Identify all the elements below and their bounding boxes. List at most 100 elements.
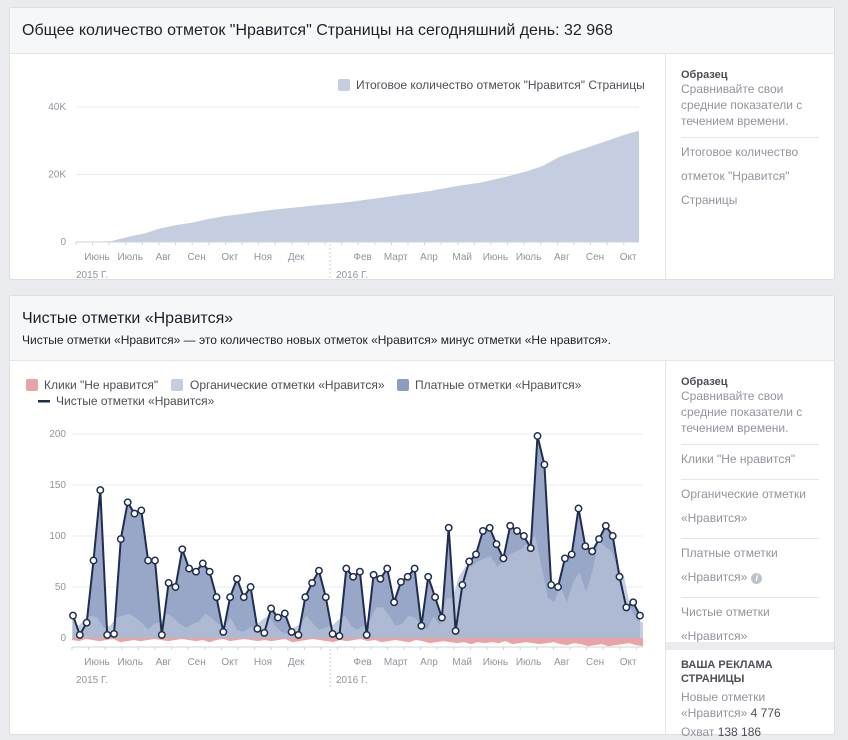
legend-label-total[interactable]: Итоговое количество отметок "Нравится" С… [356, 78, 645, 92]
net-likes-point [69, 611, 77, 620]
net-likes-point [444, 523, 453, 532]
net-likes-point [383, 564, 392, 573]
sidebar-item-total-likes[interactable]: Итоговое количество отметок "Нравится" С… [681, 137, 819, 212]
net-likes-point [636, 611, 644, 620]
sidebar-item-label: Чистые отметки [681, 605, 770, 619]
net-likes-point [335, 632, 344, 640]
sidebar-item-unlikes[interactable]: Клики "Не нравится" [681, 444, 819, 471]
x-tick-label: Май [452, 252, 472, 263]
year-label: 2016 Г. [336, 270, 368, 279]
x-tick-label: Июнь [483, 657, 508, 668]
sidebar-item-label: «Нравится» [681, 511, 748, 525]
sidebar-item-organic[interactable]: Органические отметки «Нравится» [681, 479, 819, 530]
ads-new-likes-value: 4 776 [750, 706, 781, 720]
x-tick-label: Окт [620, 657, 637, 668]
net-likes-point [403, 572, 412, 581]
net-likes-point [192, 567, 200, 576]
sidebar-item-label: Страницы [681, 193, 738, 207]
net-likes-point [89, 556, 98, 565]
total-likes-sidebar: Образец Сравнивайте свои средние показат… [665, 53, 834, 279]
x-tick-label: Март [384, 252, 408, 263]
ads-new-likes: Новые отметки «Нравится» 4 776 [681, 689, 819, 721]
x-tick-label: Апр [420, 252, 438, 263]
sidebar-item-label: Платные отметки [681, 546, 778, 560]
x-tick-label: Июль [117, 252, 143, 263]
net-likes-point [308, 578, 317, 587]
net-likes-point [629, 598, 638, 607]
legend-label-unlikes[interactable]: Клики "Не нравится" [44, 378, 158, 392]
net-likes-point [96, 486, 105, 495]
net-likes-point [615, 572, 624, 581]
x-tick-label: Июнь [84, 657, 109, 668]
net-likes-point [376, 574, 385, 583]
net-likes-point [595, 535, 603, 544]
ads-reach: Охват 138 186 [681, 724, 819, 740]
x-tick-label: Сен [187, 252, 205, 263]
net-likes-point [157, 630, 166, 639]
legend-label-net[interactable]: Чистые отметки «Нравится» [56, 394, 215, 408]
sidebar-item-label: Итоговое количество [681, 145, 799, 159]
net-likes-card: Чистые отметки «Нравится» Чистые отметки… [9, 295, 835, 739]
net-likes-point [526, 544, 535, 553]
net-likes-point [601, 521, 610, 530]
net-likes-point [547, 581, 556, 589]
net-likes-point [369, 570, 378, 579]
net-likes-point [485, 523, 494, 532]
net-likes-point [478, 526, 487, 535]
x-tick-label: Дек [288, 657, 305, 668]
x-tick-label: Май [452, 657, 472, 668]
net-likes-point [171, 583, 180, 591]
x-tick-label: Фев [353, 657, 371, 668]
net-likes-point [253, 624, 262, 633]
net-likes-point [540, 460, 549, 469]
legend-label-organic[interactable]: Органические отметки «Нравится» [190, 378, 385, 392]
net-likes-point [458, 581, 467, 589]
net-likes-point [574, 504, 583, 513]
x-tick-label: Фев [353, 252, 371, 263]
net-likes-point [396, 577, 405, 586]
net-likes-point [116, 535, 125, 544]
net-likes-point [349, 572, 358, 581]
legend-swatch-paid [397, 379, 409, 391]
total-likes-chart: Итоговое количество отметок "Нравится" С… [10, 53, 665, 282]
net-likes-point [82, 618, 91, 627]
net-likes-point [581, 542, 590, 551]
net-likes-point [513, 526, 521, 535]
x-tick-label: Сен [586, 657, 604, 668]
net-likes-point [212, 593, 221, 602]
x-tick-label: Авг [156, 252, 172, 263]
info-icon[interactable]: i [751, 573, 763, 584]
net-likes-point [178, 545, 187, 554]
net-likes-point [410, 564, 419, 573]
x-tick-label: Апр [420, 657, 438, 668]
net-likes-chart-svg: Клики "Не нравится" Органические отметки… [26, 378, 644, 687]
y-tick-label: 50 [55, 582, 67, 593]
net-likes-point [437, 613, 446, 622]
y-tick-label: 0 [60, 237, 66, 248]
sidebar-desc: Сравнивайте свои средние показатели с те… [681, 82, 803, 128]
net-likes-point [233, 574, 241, 583]
sidebar-title: Образец [681, 69, 728, 81]
x-tick-label: Июль [117, 657, 143, 668]
x-tick-label: Июнь [84, 252, 109, 263]
card-header: Чистые отметки «Нравится» Чистые отметки… [10, 296, 834, 361]
organic-likes-overlay [72, 536, 643, 638]
sidebar-item-net[interactable]: Чистые отметки «Нравится» [681, 597, 819, 648]
legend-label-paid[interactable]: Платные отметки «Нравится» [415, 378, 582, 392]
total-likes-card: Общее количество отметок "Нравится" Стра… [9, 7, 835, 282]
net-likes-point [75, 630, 84, 639]
x-tick-label: Дек [288, 252, 305, 263]
net-likes-point [424, 572, 433, 581]
net-likes-point [144, 556, 153, 565]
net-likes-chart: Клики "Не нравится" Органические отметки… [10, 360, 665, 730]
net-likes-point [342, 564, 351, 573]
total-likes-title: Общее количество отметок "Нравится" Стра… [22, 22, 613, 39]
x-tick-label: Сен [187, 657, 205, 668]
net-likes-point [417, 621, 426, 630]
sidebar-item-paid[interactable]: Платные отметки «Нравится» i [681, 538, 819, 589]
net-likes-point [608, 532, 617, 540]
legend-swatch-unlikes [26, 379, 38, 391]
net-likes-point [492, 540, 501, 549]
net-likes-point [328, 629, 337, 638]
your-page-ads-section: ВАША РЕКЛАМА СТРАНИЦЫ Новые отметки «Нра… [666, 642, 834, 740]
